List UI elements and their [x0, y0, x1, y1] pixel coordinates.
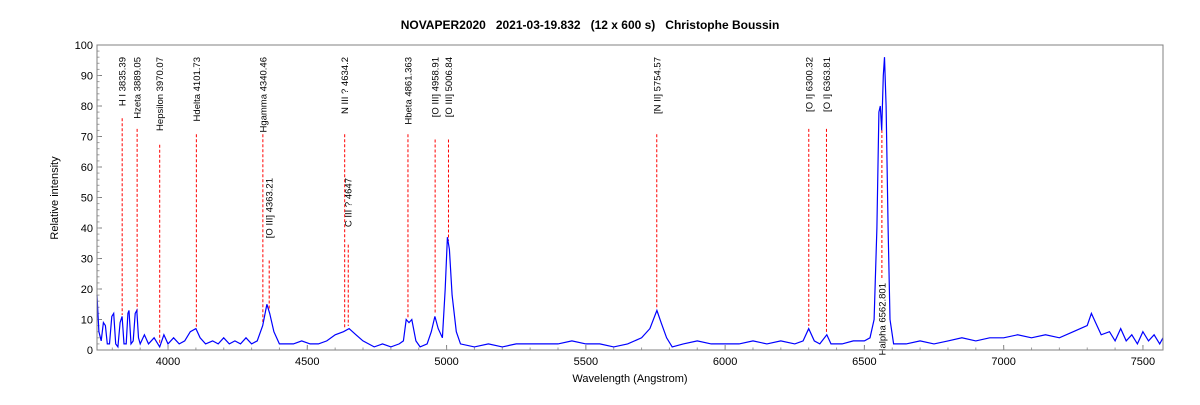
- plot-frame: [96, 44, 1164, 351]
- line-id-label: Hgamma 4340.46: [258, 57, 269, 133]
- line-id-label: [O III] 5006.84: [444, 57, 455, 117]
- y-tick-label: 70: [81, 132, 93, 144]
- x-axis-label: Wavelength (Angstrom): [572, 373, 687, 385]
- x-tick-label: 5500: [574, 356, 598, 368]
- line-id-label: [O III] 4363.21: [265, 178, 276, 238]
- y-tick-label: 80: [81, 101, 93, 113]
- y-tick-label: 50: [81, 193, 93, 205]
- y-tick-label: 40: [81, 223, 93, 235]
- line-id-label: Hdelta 4101.73: [192, 57, 203, 121]
- chart-title: NOVAPER2020 2021-03-19.832 (12 x 600 s) …: [401, 18, 780, 32]
- y-tick-label: 0: [87, 345, 93, 357]
- x-tick-label: 5000: [434, 356, 458, 368]
- line-id-label: Halpha 6562.801: [877, 283, 888, 355]
- line-id-label: C III ? 4647: [344, 178, 355, 227]
- x-tick-label: 7000: [991, 356, 1015, 368]
- y-tick-label: 20: [81, 284, 93, 296]
- x-tick-label: 6000: [713, 356, 737, 368]
- line-id-label: [O I] 6300.32: [804, 57, 815, 112]
- y-axis-label: Relative intensity: [49, 156, 61, 240]
- line-id-label: Hbeta 4861.363: [403, 57, 414, 125]
- y-tick-label: 10: [81, 315, 93, 327]
- line-id-label: [O III] 4958.91: [431, 57, 442, 117]
- line-id-label: [O I] 6363.81: [822, 57, 833, 112]
- line-id-label: [N II] 5754.57: [652, 57, 663, 114]
- x-tick-label: 4500: [295, 356, 319, 368]
- y-tick-label: 60: [81, 162, 93, 174]
- line-identifications: H I 3835.39 Hzeta 3889.05 Hepsilon 3970.07…: [118, 57, 889, 355]
- x-tick-label: 4000: [156, 356, 180, 368]
- x-tick-label: 7500: [1131, 356, 1155, 368]
- y-tick-label: 90: [81, 71, 93, 83]
- y-tick-label: 100: [75, 40, 93, 52]
- x-tick-label: 6500: [852, 356, 876, 368]
- line-id-label: Hzeta 3889.05: [133, 57, 144, 119]
- axis-ticks: 0 10 20 30 40 50 60 70 80 90 100 4000 4500 5000 5500 60…: [75, 40, 1156, 368]
- line-id-label: N III ? 4634.2: [340, 57, 351, 114]
- y-tick-label: 30: [81, 254, 93, 266]
- line-id-label: Hepsilon 3970.07: [155, 57, 166, 131]
- spectrum-series-line: [96, 57, 1164, 349]
- line-id-label: H I 3835.39: [118, 57, 129, 106]
